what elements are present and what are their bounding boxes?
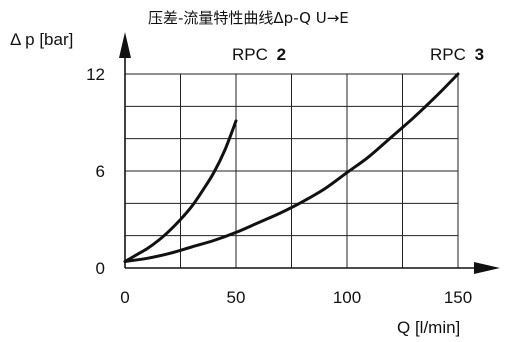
series-label-rpc-3: RPC 3	[430, 45, 484, 64]
y-tick-labels: 0 6 12	[86, 65, 105, 278]
series-label-rpc-2: RPC 2	[232, 45, 286, 64]
x-tick-label: 150	[444, 288, 472, 307]
series-label-prefix: RPC	[430, 45, 466, 64]
y-axis-label: Δ p [bar]	[10, 30, 73, 49]
axes	[119, 32, 500, 274]
y-tick-label: 6	[96, 162, 105, 181]
x-axis-label: Q [l/min]	[397, 318, 460, 337]
curves	[123, 72, 460, 263]
y-tick-label: 0	[96, 259, 105, 278]
series-label-prefix: RPC	[232, 45, 268, 64]
series-label-number: 3	[475, 45, 484, 64]
grid	[125, 73, 459, 268]
series-line-0	[123, 119, 238, 263]
x-tick-label: 100	[333, 288, 361, 307]
x-tick-label: 50	[227, 288, 246, 307]
x-tick-label: 0	[120, 288, 129, 307]
chart-title: 压差-流量特性曲线Δp-Q U→E	[148, 9, 349, 27]
series-line-1	[123, 72, 460, 263]
y-axis-arrow-icon	[119, 32, 131, 58]
x-axis-arrow-icon	[474, 262, 500, 274]
series-label-number: 2	[277, 45, 286, 64]
y-tick-label: 12	[86, 65, 105, 84]
x-tick-labels: 0 50 100 150	[120, 288, 472, 307]
